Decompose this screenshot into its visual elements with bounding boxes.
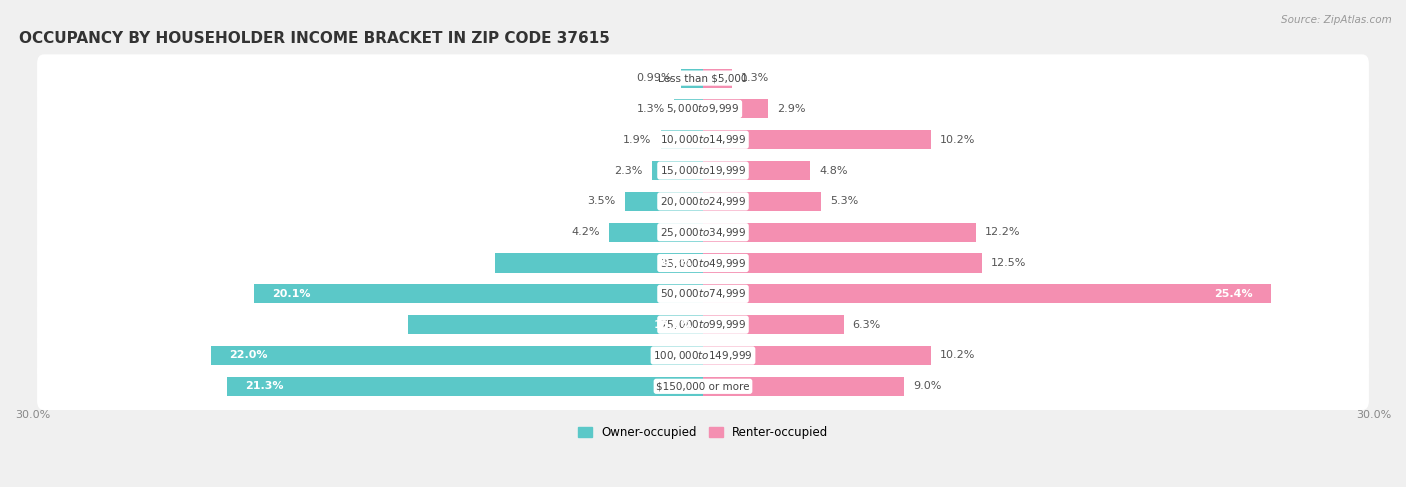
Text: 2.3%: 2.3% [614, 166, 643, 176]
Bar [661, 130, 703, 150]
Text: $25,000 to $34,999: $25,000 to $34,999 [659, 225, 747, 239]
FancyBboxPatch shape [37, 239, 1369, 287]
Text: Source: ZipAtlas.com: Source: ZipAtlas.com [1281, 15, 1392, 25]
Bar [673, 99, 703, 118]
Text: $5,000 to $9,999: $5,000 to $9,999 [666, 102, 740, 115]
Text: Less than $5,000: Less than $5,000 [658, 73, 748, 83]
Text: 1.3%: 1.3% [741, 73, 769, 83]
Bar [226, 377, 703, 396]
FancyBboxPatch shape [37, 178, 1369, 225]
Text: $100,000 to $149,999: $100,000 to $149,999 [654, 349, 752, 362]
Text: $20,000 to $24,999: $20,000 to $24,999 [659, 195, 747, 208]
Text: 12.2%: 12.2% [984, 227, 1021, 237]
Bar [681, 69, 703, 88]
Bar [703, 130, 931, 150]
Bar [609, 223, 703, 242]
Text: 12.5%: 12.5% [991, 258, 1026, 268]
Text: 5.3%: 5.3% [831, 196, 859, 206]
FancyBboxPatch shape [37, 85, 1369, 132]
Text: $50,000 to $74,999: $50,000 to $74,999 [659, 287, 747, 300]
Text: 4.2%: 4.2% [572, 227, 600, 237]
Text: 3.5%: 3.5% [588, 196, 616, 206]
FancyBboxPatch shape [37, 363, 1369, 410]
FancyBboxPatch shape [37, 55, 1369, 102]
Bar [408, 315, 703, 334]
Text: $75,000 to $99,999: $75,000 to $99,999 [659, 318, 747, 331]
Text: $15,000 to $19,999: $15,000 to $19,999 [659, 164, 747, 177]
Bar [703, 69, 733, 88]
Text: 25.4%: 25.4% [1215, 289, 1253, 299]
Bar [651, 161, 703, 180]
Text: 22.0%: 22.0% [229, 351, 267, 360]
Text: 2.9%: 2.9% [776, 104, 806, 114]
Text: 9.0%: 9.0% [912, 381, 942, 392]
Text: 20.1%: 20.1% [271, 289, 311, 299]
Bar [703, 192, 821, 211]
Bar [254, 284, 703, 303]
Text: 1.9%: 1.9% [623, 135, 651, 145]
FancyBboxPatch shape [37, 147, 1369, 194]
Text: 9.3%: 9.3% [661, 258, 692, 268]
FancyBboxPatch shape [37, 270, 1369, 318]
Text: OCCUPANCY BY HOUSEHOLDER INCOME BRACKET IN ZIP CODE 37615: OCCUPANCY BY HOUSEHOLDER INCOME BRACKET … [20, 31, 610, 46]
Text: $10,000 to $14,999: $10,000 to $14,999 [659, 133, 747, 146]
Text: 4.8%: 4.8% [820, 166, 848, 176]
Text: 1.3%: 1.3% [637, 104, 665, 114]
Bar [703, 315, 844, 334]
Text: 0.99%: 0.99% [637, 73, 672, 83]
Bar [495, 253, 703, 273]
Text: $150,000 or more: $150,000 or more [657, 381, 749, 392]
Bar [703, 377, 904, 396]
Text: 6.3%: 6.3% [852, 319, 882, 330]
Text: 10.2%: 10.2% [939, 135, 976, 145]
Bar [703, 346, 931, 365]
Bar [703, 161, 810, 180]
Text: 10.2%: 10.2% [939, 351, 976, 360]
Bar [703, 99, 768, 118]
Bar [703, 253, 983, 273]
Bar [703, 223, 976, 242]
Text: 13.2%: 13.2% [654, 319, 692, 330]
FancyBboxPatch shape [37, 116, 1369, 164]
Bar [624, 192, 703, 211]
Bar [703, 284, 1271, 303]
FancyBboxPatch shape [37, 332, 1369, 379]
Legend: Owner-occupied, Renter-occupied: Owner-occupied, Renter-occupied [572, 421, 834, 444]
FancyBboxPatch shape [37, 301, 1369, 348]
FancyBboxPatch shape [37, 208, 1369, 256]
Bar [211, 346, 703, 365]
Text: 21.3%: 21.3% [245, 381, 284, 392]
Text: $35,000 to $49,999: $35,000 to $49,999 [659, 257, 747, 269]
